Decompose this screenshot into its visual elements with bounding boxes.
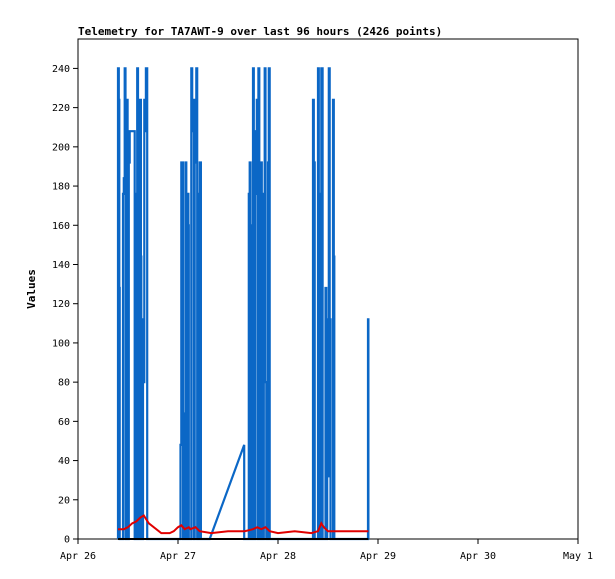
- x-tick-label: Apr 30: [460, 551, 496, 562]
- y-tick-label: 60: [58, 417, 70, 428]
- x-tick-label: Apr 27: [160, 551, 196, 562]
- series-layer: [116, 67, 370, 541]
- y-tick-label: 240: [52, 64, 70, 75]
- y-tick-label: 40: [58, 456, 70, 467]
- chart-title: Telemetry for TA7AWT-9 over last 96 hour…: [78, 25, 442, 38]
- series-line-2: [118, 514, 369, 535]
- y-tick-label: 100: [52, 338, 70, 349]
- y-tick-label: 20: [58, 495, 70, 506]
- y-tick-label: 80: [58, 378, 70, 389]
- y-tick-label: 200: [52, 142, 70, 153]
- x-axis: Apr 26 Apr 27 Apr 28 Apr 29 Apr 30 May 1: [60, 539, 593, 562]
- y-tick-label: 180: [52, 182, 70, 193]
- y-tick-label: 160: [52, 221, 70, 232]
- y-tick-label: 0: [64, 535, 70, 546]
- y-axis-label: Values: [25, 269, 38, 309]
- y-tick-label: 120: [52, 299, 70, 310]
- x-tick-label: Apr 26: [60, 551, 96, 562]
- series-line-1: [116, 67, 370, 541]
- y-tick-label: 140: [52, 260, 70, 271]
- y-axis: 0 20 40 60 80 100 120 140 160 180 200 220 240: [52, 64, 78, 546]
- x-tick-label: Apr 29: [360, 551, 396, 562]
- x-tick-label: Apr 28: [260, 551, 296, 562]
- x-tick-label: May 1: [563, 551, 593, 562]
- y-tick-label: 220: [52, 103, 70, 114]
